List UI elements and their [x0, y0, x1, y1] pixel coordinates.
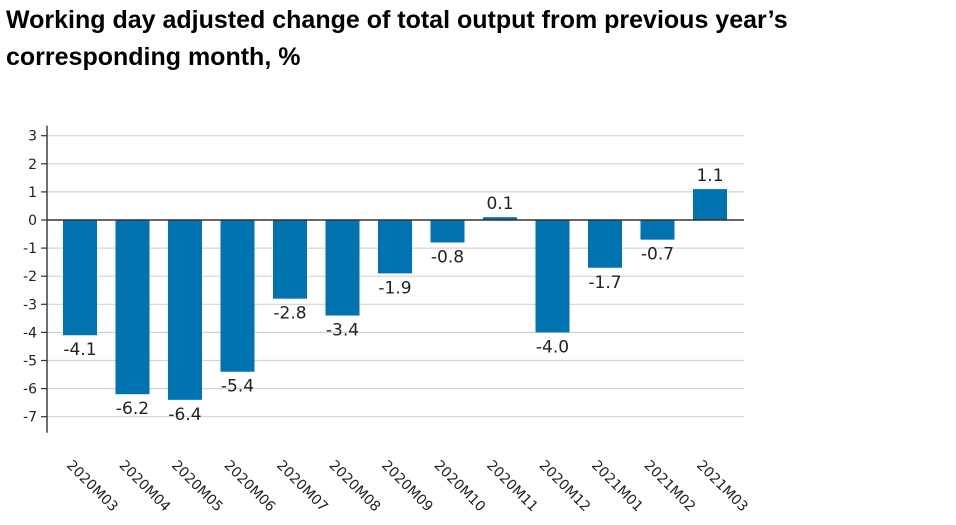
- x-tick-label: 2020M06: [221, 458, 279, 516]
- bar: [483, 217, 517, 220]
- x-tick-label: 2021M02: [641, 458, 699, 516]
- bar: [325, 220, 360, 316]
- x-tick-label: 2020M04: [116, 458, 174, 516]
- x-tick-label: 2021M01: [588, 458, 646, 516]
- y-tick-label: 2: [28, 157, 37, 173]
- y-tick-label: -7: [23, 410, 37, 426]
- data-label: -2.8: [273, 304, 306, 324]
- data-label: -3.4: [326, 321, 359, 341]
- x-tick-label: 2020M12: [536, 458, 594, 516]
- data-label: -4.1: [63, 340, 96, 360]
- bar: [640, 220, 675, 240]
- data-labels: -4.1 -6.2 -6.4 -5.4 -2.8 -3.4 -1.9 -0.8 0.1 -4.0 -…: [63, 166, 723, 425]
- data-label: -1.7: [588, 273, 621, 293]
- x-tick-label: 2020M11: [483, 458, 541, 516]
- y-tick-label: 0: [28, 213, 37, 229]
- y-tick-label: 1: [28, 185, 37, 201]
- x-tick-labels: 2020M032020M042020M052020M062020M072020M…: [63, 458, 751, 516]
- y-tick-label: -4: [23, 325, 37, 341]
- data-label: -0.8: [431, 247, 464, 267]
- x-tick-label: 2020M08: [326, 458, 384, 516]
- data-label: -4.0: [536, 337, 569, 357]
- chart-title: Working day adjusted change of total out…: [6, 6, 788, 71]
- x-tick-label: 2020M10: [431, 458, 489, 516]
- bar: [430, 220, 465, 243]
- bar: [535, 220, 570, 333]
- y-tick-label: 3: [28, 129, 37, 145]
- x-tick-label: 2020M03: [63, 458, 121, 516]
- y-tick-label: -5: [23, 354, 37, 370]
- x-tick-label: 2020M09: [378, 458, 436, 516]
- data-label: -1.9: [378, 278, 411, 298]
- data-label: -6.4: [168, 405, 201, 425]
- bar: [378, 220, 412, 274]
- gridlines: [47, 135, 744, 418]
- bar: [220, 220, 255, 372]
- y-tick-label: -6: [23, 382, 37, 398]
- y-tick-label: -3: [23, 297, 37, 313]
- axes: [41, 125, 744, 433]
- bar: [115, 220, 150, 395]
- y-tick-label: -1: [23, 241, 37, 257]
- bar: [588, 220, 622, 268]
- x-tick-label: 2021M03: [693, 458, 751, 516]
- x-tick-label: 2020M05: [168, 458, 226, 516]
- bar: [273, 220, 307, 299]
- y-tick-label: -2: [23, 269, 37, 285]
- data-label: -5.4: [221, 377, 254, 397]
- data-label: -0.7: [641, 245, 674, 265]
- data-label: -6.2: [116, 399, 149, 419]
- bar: [693, 189, 727, 220]
- y-tick-labels: 3 2 1 0 -1 -2 -3 -4 -5 -6 -7: [23, 129, 37, 426]
- x-tick-label: 2020M07: [273, 458, 331, 516]
- bar: [63, 220, 97, 336]
- bar: [168, 220, 202, 400]
- data-label: 1.1: [696, 166, 723, 186]
- bars: [63, 189, 727, 400]
- data-label: 0.1: [486, 194, 513, 214]
